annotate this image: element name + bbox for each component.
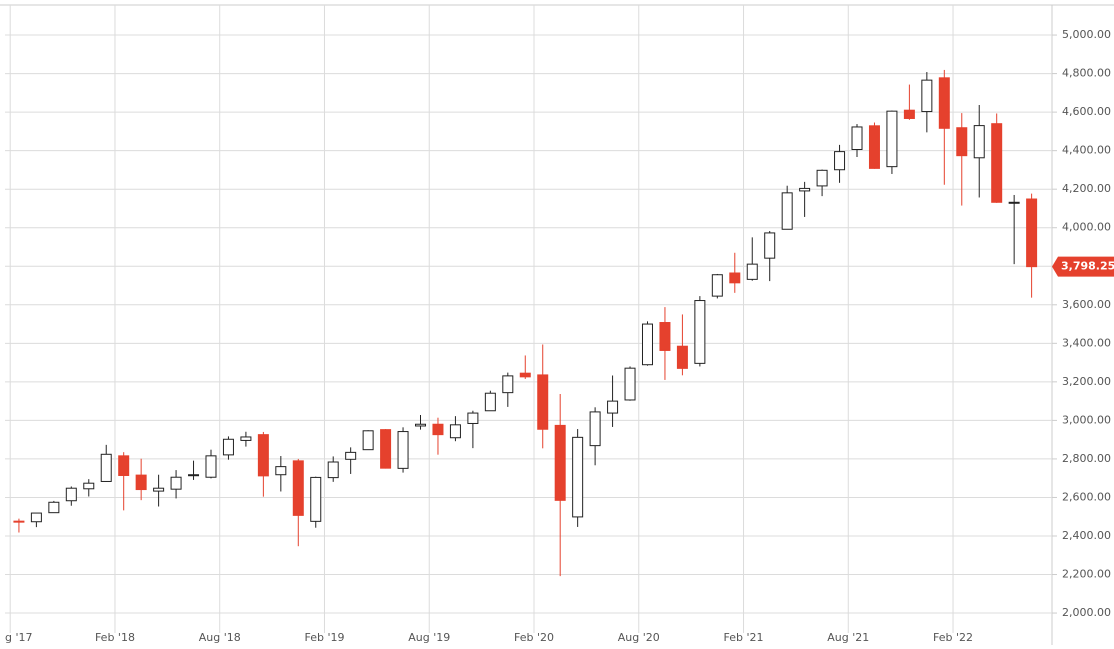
x-tick-label: Aug '18 (199, 631, 241, 644)
y-tick-label: 5,000.00 (1062, 28, 1111, 41)
candle-body (729, 272, 741, 284)
x-tick-label: Feb '20 (514, 631, 554, 644)
candle-body (711, 274, 723, 297)
candle-body (537, 374, 549, 430)
candle-body (170, 476, 182, 490)
candle-body (676, 345, 688, 369)
y-tick-label: 2,200.00 (1062, 568, 1111, 581)
x-tick-label: Aug '21 (827, 631, 869, 644)
candle-body (519, 372, 531, 378)
candle-body (118, 455, 130, 476)
candle-body (467, 412, 479, 424)
candle-body (310, 476, 322, 522)
y-tick-label: 3,000.00 (1062, 413, 1111, 426)
candle-body (484, 392, 496, 412)
candle-body (327, 461, 339, 479)
candle-body (624, 367, 636, 401)
y-tick-label: 2,600.00 (1062, 490, 1111, 503)
y-tick-label: 4,800.00 (1062, 67, 1111, 80)
y-tick-label: 2,400.00 (1062, 529, 1111, 542)
candle-body (1008, 201, 1020, 204)
x-tick-label: Aug '19 (408, 631, 450, 644)
candle-body (764, 232, 776, 259)
candle-body (205, 455, 217, 478)
candle-body (380, 429, 392, 469)
candle-body (956, 127, 968, 157)
candle-body (921, 79, 933, 113)
candle-body (589, 411, 601, 447)
candle-body (415, 423, 427, 427)
candle-body (257, 434, 269, 477)
candle-body (397, 431, 409, 469)
y-tick-label: 4,200.00 (1062, 182, 1111, 195)
candle-body (83, 482, 95, 490)
x-tick-label: Feb '21 (724, 631, 764, 644)
candle-body (868, 125, 880, 169)
candle-body (13, 520, 25, 523)
candle-body (851, 126, 863, 150)
y-tick-label: 3,400.00 (1062, 336, 1111, 349)
candle-body (991, 123, 1003, 203)
x-tick-label: Feb '22 (933, 631, 973, 644)
candle-body (781, 192, 793, 230)
y-tick-label: 4,000.00 (1062, 221, 1111, 234)
candle-body (607, 400, 619, 414)
y-tick-label: 2,000.00 (1062, 606, 1111, 619)
candle-body (659, 322, 671, 351)
candle-body (222, 438, 234, 456)
candle-body (886, 110, 898, 168)
candle-body (153, 487, 165, 492)
candle-body (292, 460, 304, 516)
x-tick-label: Feb '18 (95, 631, 135, 644)
candle-body (345, 451, 357, 460)
candle-body (48, 501, 60, 514)
candle-body (641, 323, 653, 366)
candle-body (816, 169, 828, 187)
candle-body (746, 263, 758, 280)
candle-body (973, 125, 985, 159)
candle-body (275, 466, 287, 476)
candle-body (554, 424, 566, 501)
x-tick-label: g '17 (5, 631, 33, 644)
candle-body (65, 487, 77, 502)
candle-body (135, 474, 147, 491)
candle-body (834, 151, 846, 171)
y-tick-label: 4,600.00 (1062, 105, 1111, 118)
candle-body (449, 424, 461, 439)
x-tick-label: Aug '20 (618, 631, 660, 644)
x-tick-label: Feb '19 (304, 631, 344, 644)
candle-body (30, 512, 42, 523)
y-tick-label: 2,800.00 (1062, 452, 1111, 465)
candle-body (1026, 198, 1038, 268)
y-tick-label: 4,400.00 (1062, 144, 1111, 157)
y-tick-label: 3,600.00 (1062, 298, 1111, 311)
candle-body (938, 77, 950, 129)
candle-body (694, 300, 706, 364)
candle-body (572, 436, 584, 518)
candle-body (903, 109, 915, 119)
y-tick-label: 3,200.00 (1062, 375, 1111, 388)
candle-body (502, 375, 514, 394)
candle-body (188, 474, 200, 477)
last-price-label: 3,798.25 (1061, 260, 1114, 273)
candle-body (432, 423, 444, 436)
candle-body (240, 436, 252, 441)
candle-body (100, 453, 112, 482)
last-price-tag (1052, 256, 1114, 277)
candle-body (362, 430, 374, 451)
candle-body (799, 187, 811, 192)
